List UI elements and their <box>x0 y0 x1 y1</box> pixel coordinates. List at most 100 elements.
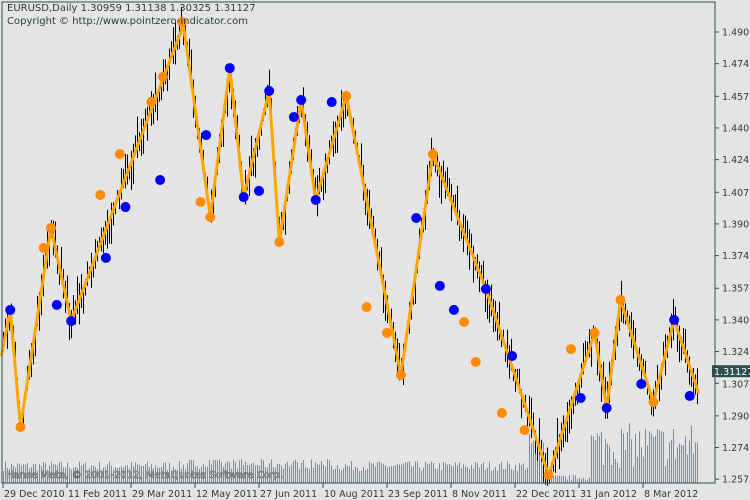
y-tick-label: 1.30760 <box>722 380 750 391</box>
watermark-text: Hanse Meta, © 2001-2012, MetaQuotes Soft… <box>6 470 283 481</box>
blue-pivot-marker <box>684 390 695 401</box>
zigzag-segment <box>181 23 212 219</box>
orange-pivot-marker <box>341 90 352 101</box>
plot-frame <box>1 1 716 484</box>
orange-pivot-marker <box>158 71 168 82</box>
blue-pivot-marker <box>507 350 518 361</box>
orange-pivot-marker <box>95 189 106 200</box>
orange-pivot-marker <box>395 369 406 380</box>
y-tick-label: 1.35710 <box>722 284 750 295</box>
blue-pivot-marker <box>238 192 249 203</box>
blue-pivot-marker <box>100 252 111 263</box>
y-tick-label: 1.37410 <box>722 251 750 262</box>
y-tick-label: 1.29060 <box>722 411 750 422</box>
x-tick-label: 31 Jan 2012 <box>580 489 637 500</box>
y-tick-label: 1.39060 <box>722 219 750 230</box>
zigzag-segment <box>299 98 318 202</box>
zigzag-segment <box>593 331 609 410</box>
current-price-text: 1.31127 <box>714 367 750 378</box>
orange-pivot-marker <box>38 242 49 253</box>
orange-pivot-marker <box>589 327 600 338</box>
orange-pivot-marker <box>648 397 659 408</box>
blue-pivot-marker <box>155 174 166 185</box>
blue-pivot-marker <box>448 304 459 315</box>
blue-pivot-marker <box>254 185 264 196</box>
zigzag-segment <box>651 318 676 404</box>
zigzag-segment <box>605 298 623 410</box>
y-tick-label: 1.42410 <box>722 155 750 166</box>
zigzag-segment <box>277 98 303 244</box>
blue-pivot-marker <box>326 97 337 108</box>
time-axis[interactable]: 29 Dec 2010 11 Feb 2011 29 Mar 2011 12 May … <box>2 483 698 500</box>
price-axis[interactable]: 1.49060 1.47410 1.45710 1.44060 1.42410 1.407… <box>715 28 750 486</box>
y-tick-label: 1.25760 <box>722 475 750 486</box>
orange-pivot-marker <box>615 294 626 305</box>
zigzag-segment <box>399 152 435 377</box>
blue-pivot-marker <box>575 393 586 404</box>
blue-pivot-marker <box>601 403 612 414</box>
zigzag-segment <box>0 308 12 357</box>
orange-pivot-marker <box>114 149 125 160</box>
x-tick-label: 10 Aug 2011 <box>324 489 385 500</box>
zigzag-segment <box>18 226 53 429</box>
current-price-label: 1.31127 <box>712 365 750 378</box>
orange-pivot-marker <box>519 425 530 436</box>
x-tick-label: 29 Mar 2011 <box>132 489 192 500</box>
blue-pivot-marker <box>480 284 491 295</box>
copyright-text: Copyright © http://www.pointzero-indicat… <box>7 16 248 27</box>
blue-pivot-marker <box>288 112 299 123</box>
x-tick-label: 23 Sep 2011 <box>388 489 448 500</box>
orange-pivot-marker <box>176 17 187 28</box>
current-price-box <box>712 365 750 378</box>
zigzag-segment <box>49 226 73 323</box>
orange-pivot-marker <box>382 327 392 338</box>
blue-pivot-marker <box>5 304 16 315</box>
orange-pivot-marker <box>496 407 507 418</box>
orange-pivot-marker <box>195 197 206 208</box>
blue-pivot-marker <box>310 194 321 205</box>
orange-pivot-marker <box>459 317 470 328</box>
x-tick-label: 8 Nov 2011 <box>452 489 507 500</box>
symbol-info: EURUSD,Daily 1.30959 1.31138 1.30325 1.3… <box>7 3 256 14</box>
y-tick-label: 1.47410 <box>722 59 750 70</box>
orange-pivot-marker <box>427 149 438 160</box>
zigzag-segment <box>484 287 551 477</box>
pivot-markers <box>5 17 695 480</box>
blue-pivot-marker <box>224 63 235 74</box>
zigzag-segment <box>344 94 403 377</box>
zigzag-segment <box>672 318 700 394</box>
y-tick-label: 1.49060 <box>722 28 750 39</box>
y-tick-label: 1.34060 <box>722 315 750 326</box>
x-tick-label: 12 May 2011 <box>196 489 258 500</box>
orange-pivot-marker <box>46 222 56 233</box>
orange-pivot-marker <box>146 97 157 108</box>
orange-pivot-marker <box>566 344 576 355</box>
blue-pivot-marker <box>296 94 307 105</box>
x-tick-label: 22 Dec 2011 <box>516 489 577 500</box>
zigzag-segment <box>8 308 22 429</box>
orange-pivot-marker <box>274 236 285 247</box>
blue-pivot-marker <box>434 280 445 291</box>
blue-pivot-marker <box>201 130 212 141</box>
zigzag-segment <box>267 89 281 244</box>
blue-pivot-marker <box>120 202 131 213</box>
x-tick-label: 27 Jun 2011 <box>260 489 317 500</box>
zigzag-segment <box>314 94 348 202</box>
zigzag-segment <box>431 152 488 291</box>
blue-pivot-marker <box>51 299 62 310</box>
price-bars <box>3 6 698 486</box>
orange-pivot-marker <box>15 422 26 433</box>
x-tick-label: 8 Mar 2012 <box>644 489 698 500</box>
zigzag-segment <box>547 331 597 477</box>
blue-pivot-marker <box>264 85 275 96</box>
volume-histogram <box>3 423 698 483</box>
blue-pivot-marker <box>66 316 77 327</box>
x-tick-label: 11 Feb 2011 <box>68 489 127 500</box>
orange-pivot-marker <box>470 356 481 367</box>
orange-pivot-marker <box>543 469 554 480</box>
orange-pivot-marker <box>205 212 216 223</box>
zigzag-segment <box>619 298 655 404</box>
orange-pivot-marker <box>361 302 372 313</box>
